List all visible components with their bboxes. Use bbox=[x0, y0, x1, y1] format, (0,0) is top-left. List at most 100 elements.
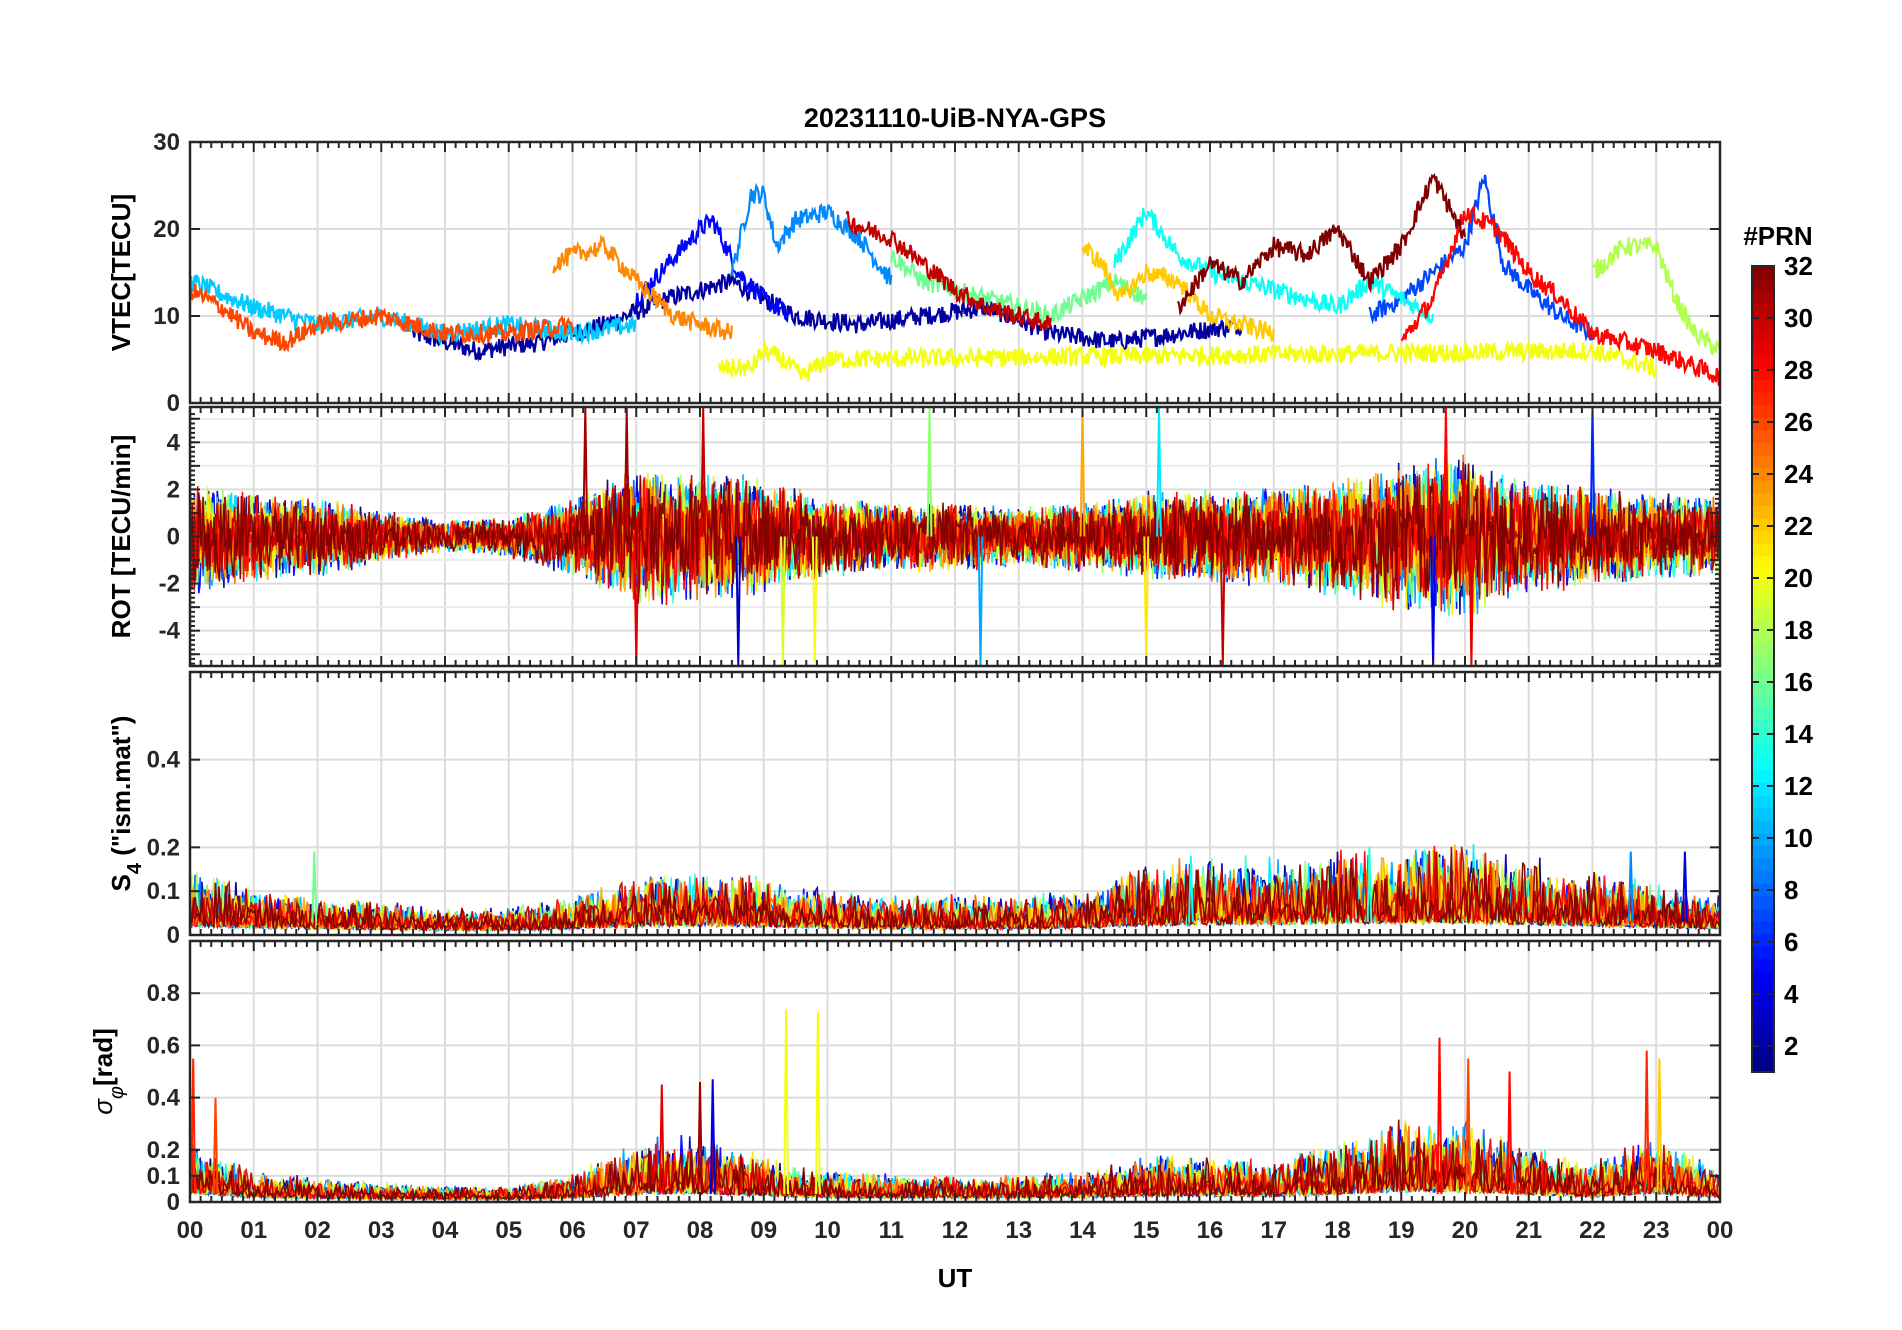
colorbar-segment bbox=[1752, 316, 1774, 330]
colorbar-segment bbox=[1752, 492, 1774, 506]
x-tick-label: 23 bbox=[1643, 1217, 1670, 1244]
colorbar-frame bbox=[1751, 265, 1775, 1073]
spike-8 bbox=[1436, 1037, 1443, 1195]
vtec-series-prn-20 bbox=[718, 338, 1658, 382]
colorbar-segment bbox=[1752, 681, 1774, 695]
y-tick-label: -4 bbox=[159, 618, 181, 645]
spike-6 bbox=[1188, 856, 1194, 922]
spike-15 bbox=[1443, 407, 1449, 537]
x-tick-label: 09 bbox=[750, 1217, 777, 1244]
spike-2 bbox=[1366, 847, 1373, 922]
vtec-series-prn-28 bbox=[1400, 204, 1720, 386]
x-tick-label: 00 bbox=[1707, 1217, 1734, 1244]
x-tick-label: 16 bbox=[1197, 1217, 1224, 1244]
x-tick-label: 06 bbox=[559, 1217, 586, 1244]
colorbar-tick-label: 2 bbox=[1784, 1031, 1798, 1061]
x-tick-label: 03 bbox=[368, 1217, 395, 1244]
colorbar-segment bbox=[1752, 769, 1774, 783]
spike-10 bbox=[1506, 1071, 1513, 1195]
colorbar-segment bbox=[1752, 958, 1774, 972]
colorbar-segment bbox=[1752, 379, 1774, 393]
colorbar-segment bbox=[1752, 593, 1774, 607]
spike-13 bbox=[1219, 536, 1226, 666]
x-tick-label: 00 bbox=[177, 1217, 204, 1244]
x-tick-label: 02 bbox=[304, 1217, 331, 1244]
panel-4: 00.10.2 0.4 0.6 0.8 σφ[rad] bbox=[88, 939, 1722, 1216]
colorbar-segment bbox=[1752, 845, 1774, 859]
panel-2: -4 -2 0 2 4 ROT [TECU/min] bbox=[106, 405, 1722, 668]
vtec-series-prn-9 bbox=[730, 182, 893, 285]
minor-ticks bbox=[189, 407, 1721, 666]
colorbar-segment bbox=[1752, 870, 1774, 884]
colorbar-segment bbox=[1752, 757, 1774, 771]
spike-5 bbox=[709, 1079, 716, 1195]
x-axis-label: UT bbox=[938, 1263, 973, 1293]
colorbar-tick-label: 6 bbox=[1784, 927, 1798, 957]
colorbar-segment bbox=[1752, 694, 1774, 708]
vtec-series-prn-5 bbox=[635, 213, 791, 321]
colorbar-segment bbox=[1752, 782, 1774, 796]
colorbar-tick-label: 10 bbox=[1784, 823, 1813, 853]
grid bbox=[190, 941, 1720, 1202]
spike-1 bbox=[311, 851, 318, 922]
colorbar-segment bbox=[1752, 1021, 1774, 1035]
spike-4 bbox=[700, 407, 707, 537]
spike-3 bbox=[658, 1084, 665, 1195]
series-prn-32 bbox=[190, 846, 1720, 933]
vtec-series-prn-7 bbox=[1368, 174, 1594, 342]
spike-5 bbox=[1627, 851, 1634, 922]
colorbar-segment bbox=[1752, 1046, 1774, 1060]
colorbar-segment bbox=[1752, 266, 1774, 280]
x-tick-label: 15 bbox=[1133, 1217, 1160, 1244]
x-tick-label: 17 bbox=[1260, 1217, 1287, 1244]
x-tick-label: 08 bbox=[687, 1217, 714, 1244]
colorbar-segment bbox=[1752, 291, 1774, 305]
y-tick-label: 0.2 bbox=[147, 834, 180, 861]
colorbar-segment bbox=[1752, 908, 1774, 922]
x-tick-label: 19 bbox=[1388, 1217, 1415, 1244]
colorbar-segment bbox=[1752, 794, 1774, 809]
spike-8 bbox=[926, 407, 933, 537]
colorbar-tick-label: 26 bbox=[1784, 407, 1813, 437]
spike-11 bbox=[1643, 1050, 1650, 1195]
colorbar-segment bbox=[1752, 618, 1774, 632]
colorbar-segment bbox=[1752, 517, 1774, 532]
colorbar-segment bbox=[1752, 706, 1774, 720]
colorbar-segment bbox=[1752, 580, 1774, 595]
colorbar-segment bbox=[1752, 354, 1774, 368]
colorbar-segment bbox=[1752, 631, 1774, 645]
vtec-series-prn-13 bbox=[1113, 208, 1435, 325]
spike-9 bbox=[1465, 1058, 1472, 1195]
colorbar-segment bbox=[1752, 807, 1774, 821]
vtec-series-prn-24 bbox=[552, 234, 733, 341]
colorbar-segment bbox=[1752, 429, 1774, 443]
colorbar-segment bbox=[1752, 983, 1774, 998]
y-tick-label: 30 bbox=[153, 129, 180, 156]
y-tick-label: 0 bbox=[167, 1189, 180, 1216]
x-tick-label: 01 bbox=[240, 1217, 267, 1244]
spike-5 bbox=[735, 536, 742, 666]
colorbar-segment bbox=[1752, 328, 1774, 343]
colorbar-segment bbox=[1752, 278, 1774, 292]
x-tick-label: 05 bbox=[495, 1217, 522, 1244]
colorbar-segment bbox=[1752, 920, 1774, 935]
y-tick-label: 0 bbox=[167, 390, 180, 417]
colorbar-segment bbox=[1752, 341, 1774, 355]
colorbar-segment bbox=[1752, 895, 1774, 909]
x-tick-label: 11 bbox=[879, 1217, 904, 1244]
spike-12 bbox=[1656, 1058, 1663, 1195]
colorbar-segment bbox=[1752, 417, 1774, 431]
vtec-series-prn-22 bbox=[1081, 241, 1275, 342]
vtec-series-prn-32 bbox=[1177, 173, 1467, 316]
spike-2 bbox=[623, 407, 630, 537]
spike-3 bbox=[1433, 851, 1440, 922]
spike-16 bbox=[1468, 536, 1475, 666]
x-tick-label: 13 bbox=[1005, 1217, 1032, 1244]
y-axis-label: σφ[rad] bbox=[88, 1028, 128, 1115]
colorbar-segment bbox=[1752, 568, 1774, 582]
x-tick-label: 10 bbox=[814, 1217, 841, 1244]
colorbar-tick-label: 8 bbox=[1784, 875, 1798, 905]
x-tick-label: 14 bbox=[1069, 1217, 1096, 1244]
y-axis-label: S4 ("ism.mat") bbox=[106, 716, 146, 892]
